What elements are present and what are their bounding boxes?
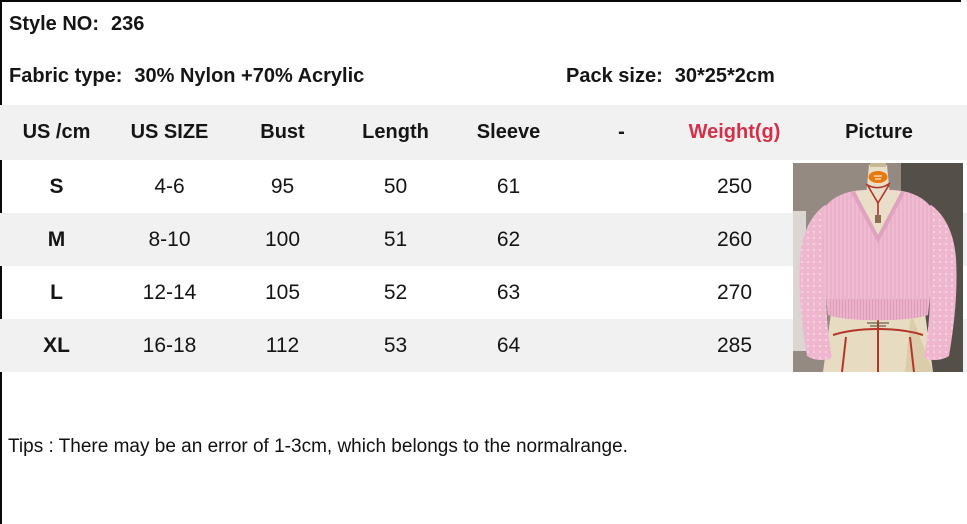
fabric-type-line: Fabric type: 30% Nylon +70% Acrylic (9, 65, 364, 88)
style-no-line: Style NO: 236 (9, 13, 144, 36)
sweater-mannequin-image (793, 163, 963, 372)
cell-sleeve: 63 (496, 280, 521, 304)
top-border (0, 0, 961, 2)
cell-us-size: 4-6 (154, 174, 185, 198)
table-row-l: L 12-14 105 52 63 270 (0, 266, 967, 319)
cell-weight: 285 (716, 333, 753, 357)
cell-bust: 95 (270, 174, 295, 198)
col-header-us-cm: US /cm (22, 121, 91, 143)
fabric-type-value: 30% Nylon +70% Acrylic (134, 65, 365, 87)
cell-weight: 270 (716, 280, 753, 304)
cell-length: 52 (383, 280, 408, 304)
pack-size-value: 30*25*2cm (674, 65, 775, 87)
col-header-length: Length (362, 121, 429, 143)
cell-us-size: 12-14 (142, 280, 197, 304)
col-header-sleeve: Sleeve (476, 121, 541, 143)
table-header-row: US /cm US SIZE Bust Length Sleeve - Weig… (0, 105, 967, 160)
col-header-picture: Picture (845, 121, 913, 143)
cell-sleeve: 64 (496, 333, 521, 357)
cell-us-size: 16-18 (142, 333, 197, 357)
table-row-s: S 4-6 95 50 61 250 (0, 160, 967, 213)
cell-weight: 260 (716, 227, 753, 251)
col-header-us-size: US SIZE (130, 121, 209, 143)
cell-sleeve: 61 (496, 174, 521, 198)
pack-size-label: Pack size: (566, 65, 663, 87)
cell-length: 50 (383, 174, 408, 198)
cell-bust: 105 (264, 280, 301, 304)
cell-size: XL (43, 333, 70, 357)
pack-size-line: Pack size: 30*25*2cm (566, 65, 775, 88)
cell-bust: 112 (265, 333, 300, 357)
col-header-bust: Bust (260, 121, 305, 143)
cell-size: L (50, 280, 63, 304)
cell-us-size: 8-10 (148, 227, 191, 251)
cell-weight: 250 (716, 174, 753, 198)
col-header-dash: - (618, 121, 625, 143)
col-header-weight: Weight(g) (688, 121, 781, 143)
cell-bust: 100 (264, 227, 301, 251)
cell-sleeve: 62 (496, 227, 521, 251)
style-no-value: 236 (111, 13, 145, 35)
product-photo (793, 163, 963, 372)
cell-length: 53 (383, 333, 408, 357)
size-table: US /cm US SIZE Bust Length Sleeve - Weig… (0, 105, 967, 372)
cell-size: M (47, 227, 66, 251)
style-no-label: Style NO: (9, 13, 100, 35)
cell-size: S (49, 174, 64, 198)
cell-length: 51 (383, 227, 408, 251)
fabric-type-label: Fabric type: (9, 65, 123, 87)
tips-note: Tips : There may be an error of 1-3cm, w… (8, 436, 628, 457)
